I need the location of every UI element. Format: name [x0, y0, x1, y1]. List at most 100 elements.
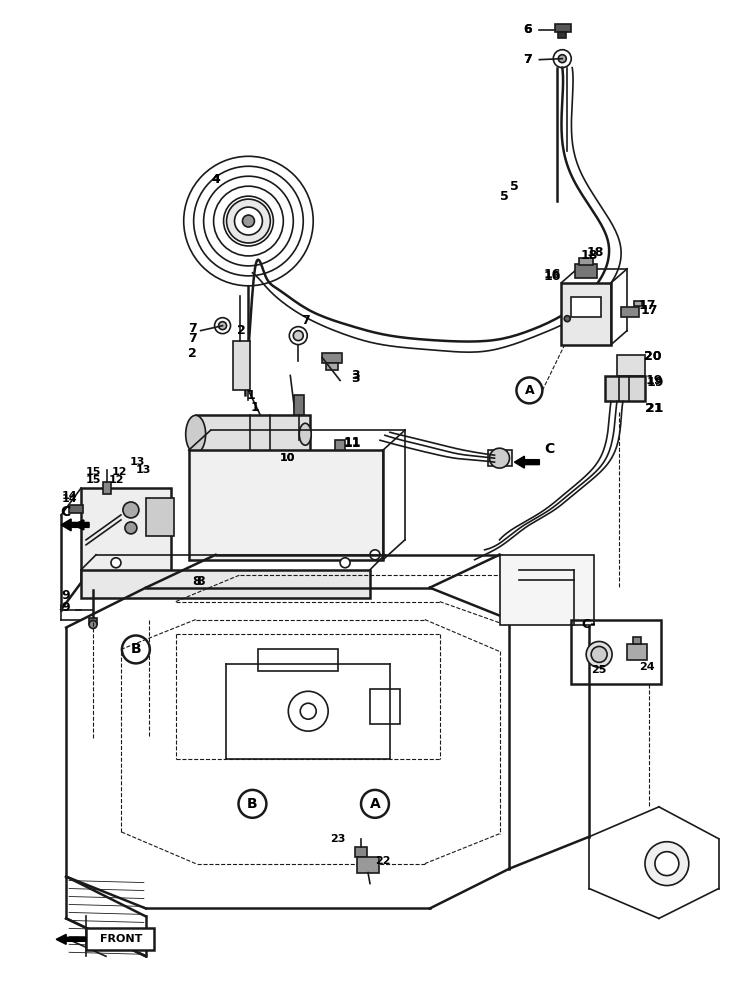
Text: 1: 1 — [251, 401, 260, 414]
Circle shape — [565, 316, 571, 322]
Bar — [232, 341, 250, 390]
Bar — [627, 644, 647, 660]
Text: 6: 6 — [523, 23, 532, 36]
Text: 21: 21 — [646, 402, 664, 415]
Bar — [605, 376, 645, 401]
Text: 9: 9 — [62, 589, 70, 602]
FancyArrow shape — [514, 456, 539, 468]
Bar — [558, 32, 566, 38]
Bar — [146, 498, 174, 536]
Text: C-: C- — [581, 618, 596, 631]
Text: 4: 4 — [211, 173, 220, 186]
Bar — [326, 363, 338, 370]
Bar — [322, 353, 342, 363]
Ellipse shape — [186, 415, 206, 453]
Bar — [621, 307, 639, 317]
Text: 18: 18 — [580, 249, 598, 262]
Bar — [555, 24, 571, 32]
Circle shape — [558, 55, 566, 63]
Text: A: A — [525, 384, 534, 397]
Text: 20: 20 — [645, 350, 662, 363]
Text: 15: 15 — [85, 467, 101, 477]
Text: 16: 16 — [544, 270, 561, 283]
Text: 5: 5 — [500, 190, 509, 203]
Text: 11: 11 — [343, 437, 361, 450]
Text: 15: 15 — [85, 475, 101, 485]
Bar — [295, 395, 304, 415]
Circle shape — [335, 463, 345, 473]
Text: 25: 25 — [591, 665, 607, 675]
Text: B: B — [130, 642, 141, 656]
Text: A: A — [369, 797, 380, 811]
Circle shape — [215, 318, 231, 334]
Circle shape — [645, 842, 689, 886]
Bar — [81, 570, 370, 598]
Text: 7: 7 — [523, 53, 532, 66]
Circle shape — [125, 522, 137, 534]
Text: 7: 7 — [523, 53, 532, 66]
Circle shape — [591, 646, 607, 662]
Text: 22: 22 — [375, 856, 391, 866]
Text: 7: 7 — [188, 332, 197, 345]
Circle shape — [370, 550, 380, 560]
Bar — [81, 488, 171, 583]
Text: B: B — [247, 797, 258, 811]
Text: 13: 13 — [136, 465, 152, 475]
Text: 5: 5 — [510, 180, 519, 193]
Text: 6: 6 — [523, 23, 532, 36]
Bar — [571, 620, 661, 684]
Text: FRONT: FRONT — [100, 934, 142, 944]
Text: 3: 3 — [351, 372, 360, 385]
Text: 8: 8 — [196, 575, 205, 588]
Bar — [575, 264, 597, 278]
Text: 4: 4 — [211, 173, 220, 186]
Text: 16: 16 — [544, 268, 561, 281]
Bar — [195, 415, 310, 453]
Bar — [335, 440, 345, 460]
Text: 12: 12 — [108, 475, 124, 485]
Text: C: C — [544, 442, 554, 456]
Bar — [89, 618, 97, 624]
Circle shape — [655, 852, 679, 876]
Text: 3: 3 — [351, 369, 360, 382]
Bar — [571, 297, 601, 317]
Circle shape — [490, 448, 509, 468]
Text: 13: 13 — [130, 457, 146, 467]
Bar — [69, 505, 83, 513]
Bar — [633, 637, 641, 644]
Text: 1: 1 — [246, 389, 255, 402]
Text: 24: 24 — [639, 662, 655, 672]
Bar — [355, 847, 367, 857]
Circle shape — [586, 641, 612, 667]
Bar — [258, 649, 338, 671]
Ellipse shape — [299, 423, 312, 445]
Text: 17: 17 — [640, 304, 658, 317]
Circle shape — [235, 207, 263, 235]
Text: 14: 14 — [61, 491, 77, 501]
Bar — [370, 689, 400, 724]
Circle shape — [243, 215, 255, 227]
Text: 10: 10 — [280, 453, 295, 463]
Text: 21: 21 — [645, 402, 663, 415]
Text: 23: 23 — [330, 834, 345, 844]
Bar — [500, 555, 594, 625]
Bar — [488, 450, 513, 466]
Bar — [634, 301, 642, 306]
Bar — [579, 258, 593, 265]
Text: C: C — [60, 505, 70, 519]
Circle shape — [554, 50, 571, 68]
Text: 11: 11 — [343, 436, 361, 449]
Bar — [86, 928, 154, 950]
Bar — [617, 355, 645, 376]
Circle shape — [218, 322, 226, 330]
FancyArrow shape — [56, 934, 86, 944]
FancyArrow shape — [61, 519, 89, 531]
Circle shape — [123, 502, 139, 518]
Circle shape — [340, 558, 350, 568]
Text: 7: 7 — [301, 314, 309, 327]
Text: 19: 19 — [645, 374, 662, 387]
Bar — [357, 857, 379, 873]
Text: 14: 14 — [61, 494, 77, 504]
Bar — [103, 482, 111, 494]
Text: 20: 20 — [645, 350, 662, 363]
